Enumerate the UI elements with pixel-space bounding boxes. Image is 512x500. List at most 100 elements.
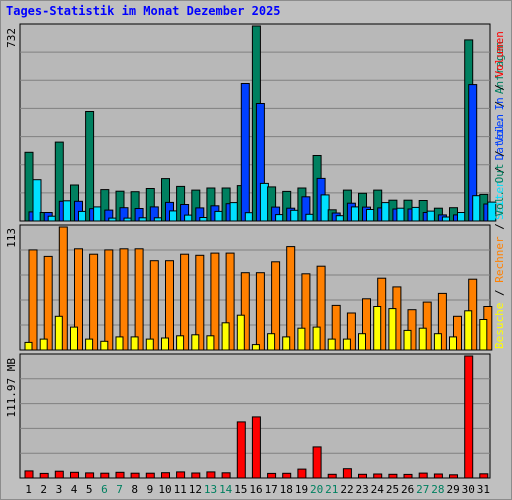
bar-volumen-day-1: [24, 470, 34, 479]
bar-besuche-day-19: [297, 327, 306, 351]
bar-volumen-day-8: [130, 472, 140, 479]
day-label-9: 9: [147, 483, 154, 496]
bar-besuche-day-21: [327, 338, 336, 351]
legend-volumen: Volumen: [493, 31, 506, 77]
bar-rechner-day-10: [165, 260, 174, 351]
day-label-29: 29: [446, 483, 459, 496]
day-label-31: 31: [477, 483, 490, 496]
bar-volumen-day-2: [39, 472, 49, 479]
bar-volumen-day-11: [176, 471, 186, 479]
bar-volumen-day-17: [267, 472, 277, 479]
legend-rechner: Rechner: [493, 236, 506, 283]
legend-dateien: Dateien: [493, 114, 506, 160]
bars-layer: [24, 25, 497, 479]
bar-anfragen-day-1: [24, 151, 34, 222]
bar-besuche-day-24: [373, 306, 382, 351]
bar-volumen-day-18: [282, 472, 292, 479]
bar-besuche-day-7: [115, 336, 124, 351]
bar-volumen-day-19: [297, 468, 307, 479]
bar-volumen-day-13: [206, 471, 216, 479]
legend-besuche: Besuche: [493, 303, 506, 349]
bar-volumen-day-28: [433, 473, 443, 479]
bar-volumen-day-7: [115, 471, 125, 479]
bar-besuche-day-27: [418, 327, 427, 351]
bar-besuche-day-3: [54, 315, 63, 351]
bar-volumen-day-30: [464, 355, 474, 479]
day-label-30: 30: [462, 483, 475, 496]
bar-rechner-day-15: [240, 272, 250, 351]
bar-rechner-day-22: [346, 312, 356, 351]
day-label-19: 19: [295, 483, 308, 496]
day-label-21: 21: [325, 483, 338, 496]
bottom-panel-ytick-label: 111.97 MB: [5, 358, 18, 418]
bar-besuche-day-18: [282, 336, 291, 351]
day-label-14: 14: [219, 483, 233, 496]
bar-rechner-day-3: [58, 226, 68, 351]
bar-rechner-day-14: [225, 252, 235, 351]
day-label-10: 10: [158, 483, 171, 496]
bar-rechner-day-9: [149, 260, 159, 351]
bar-besuche-day-10: [161, 337, 169, 351]
bar-volumen-day-14: [221, 472, 231, 479]
bar-rechner-day-21: [331, 304, 341, 351]
bar-volumen-day-22: [342, 468, 352, 479]
middle-panel-ytick-label: 113: [5, 228, 18, 248]
bar-rechner-day-27: [422, 301, 432, 351]
day-label-28: 28: [431, 483, 444, 496]
bar-volumen-day-23: [358, 473, 367, 479]
bar-besuche-day-16: [251, 344, 260, 351]
legend-anfragen: Anfragen: [493, 41, 506, 94]
bar-rechner-day-8: [134, 248, 144, 351]
bar-besuche-day-11: [176, 335, 185, 351]
bar-volumen-day-5: [85, 472, 95, 479]
top-panel-ytick-label: 732: [5, 28, 18, 48]
bar-besuche-day-8: [130, 336, 139, 351]
day-label-17: 17: [265, 483, 278, 496]
bar-volumen-day-9: [145, 472, 155, 479]
chart-title: Tages-Statistik im Monat Dezember 2025: [6, 4, 281, 18]
bar-besuche-day-15: [236, 314, 245, 351]
bar-rechner-day-26: [407, 309, 417, 351]
bar-seiten-day-1: [32, 179, 42, 222]
bar-volumen-day-3: [54, 470, 64, 479]
bar-seiten-day-31: [487, 201, 497, 222]
day-label-7: 7: [116, 483, 123, 496]
bar-anfragen-day-5: [85, 111, 95, 222]
day-label-11: 11: [174, 483, 187, 496]
bar-volumen-day-24: [373, 473, 383, 479]
bar-rechner-day-5: [89, 253, 99, 351]
day-label-15: 15: [234, 483, 247, 496]
bar-besuche-day-14: [221, 322, 230, 351]
day-label-26: 26: [401, 483, 414, 496]
bar-besuche-day-17: [267, 333, 276, 351]
bar-rechner-day-16: [255, 272, 265, 351]
bar-volumen-day-27: [418, 472, 428, 479]
day-label-20: 20: [310, 483, 323, 496]
bar-volumen-day-12: [191, 472, 201, 479]
bar-seiten-day-20: [320, 194, 330, 222]
bar-rechner-day-23: [362, 298, 371, 351]
bar-volumen-day-10: [161, 472, 170, 479]
bar-volumen-day-21: [327, 473, 337, 479]
bar-besuche-day-29: [449, 336, 457, 351]
day-label-12: 12: [189, 483, 202, 496]
day-labels: 1 2 3 4 5 6 7 8 9 10 11 12 13 14 15 16 17 18 19 20 21 22 23 24 2…: [25, 483, 490, 496]
bar-besuche-day-13: [206, 335, 215, 351]
bar-volumen-day-29: [449, 474, 458, 479]
bar-besuche-day-5: [85, 338, 94, 351]
bar-volumen-day-26: [403, 473, 413, 479]
day-label-22: 22: [340, 483, 353, 496]
bar-besuche-day-31: [479, 319, 488, 351]
bar-besuche-day-25: [388, 308, 397, 351]
bar-volumen-day-25: [388, 473, 398, 479]
bar-besuche-day-22: [342, 338, 351, 351]
day-label-1: 1: [25, 483, 32, 496]
day-label-8: 8: [131, 483, 138, 496]
bar-besuche-day-12: [191, 334, 200, 351]
middle-panel-legend: Besuche / Rechner / Vol. Out / Vol. In /…: [493, 31, 506, 349]
bar-rechner-day-12: [195, 254, 205, 351]
bar-volumen-day-6: [100, 472, 110, 479]
bar-rechner-day-1: [28, 249, 38, 351]
bar-volumen-day-15: [236, 421, 246, 479]
